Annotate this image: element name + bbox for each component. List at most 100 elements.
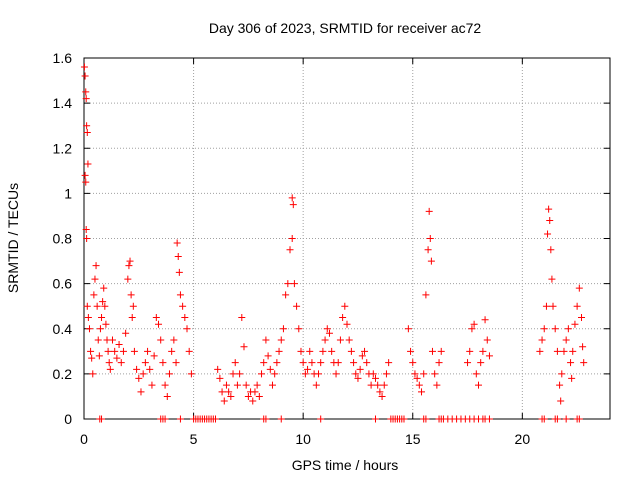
data-point [540,415,548,423]
data-point [258,370,266,378]
data-point [117,359,125,367]
data-point [477,359,485,367]
data-point [422,291,430,299]
x-tick-label: 10 [295,431,311,447]
data-point [319,347,327,355]
data-point [426,235,434,242]
data-point [367,381,375,389]
data-point [481,316,489,324]
data-point [420,370,428,378]
data-point [356,365,364,373]
data-point [428,347,436,355]
data-point [214,365,222,373]
data-point [407,347,415,355]
data-point [542,302,550,310]
data-point [128,313,136,321]
x-tick-label: 5 [190,431,198,447]
data-point [538,336,546,344]
data-point [119,347,127,355]
data-point [87,347,95,355]
data-point [130,347,138,355]
data-point [325,329,333,337]
data-point [562,415,570,423]
data-point [83,235,91,242]
data-point [557,397,565,405]
data-point [220,397,228,405]
data-point [371,415,379,423]
y-tick-label: 0.8 [53,231,73,247]
data-point [536,347,544,355]
data-point [579,343,587,351]
data-point [240,343,248,351]
data-point [323,325,331,333]
data-point [81,72,89,80]
data-point [81,171,89,179]
y-axis: 0 0.2 0.4 0.6 0.8 1 1.2 1.4 1.6 [53,50,610,427]
data-point [163,392,171,400]
data-point [317,359,325,367]
data-point [358,352,366,360]
data-point [165,370,173,378]
data-point [470,320,478,328]
data-point [553,415,561,423]
data-point [126,257,134,265]
data-point [161,381,169,389]
data-point [159,359,167,367]
data-point [415,381,423,389]
data-point [176,415,184,423]
data-point [146,365,154,373]
data-point [575,415,583,423]
data-point [553,347,561,355]
data-point [341,302,349,310]
data-point [227,392,235,400]
data-point [562,336,570,344]
x-axis: 0 5 10 15 20 [80,58,530,447]
data-point [479,347,487,355]
data-point [409,359,417,367]
data-point [88,354,96,362]
data-point [264,352,272,360]
data-point [262,336,270,344]
grid-lines [84,58,610,419]
data-point [431,370,439,378]
data-point [483,336,491,344]
data-point [485,352,493,360]
data-point [435,359,443,367]
data-point [249,397,257,405]
data-point [155,320,163,328]
data-point [266,365,274,373]
data-point [233,381,241,389]
data-point [168,347,176,355]
data-point [141,359,149,367]
data-point [544,230,552,238]
data-point [83,122,91,130]
data-point [547,246,555,254]
data-point [343,320,351,328]
data-point [545,205,553,213]
data-point [244,392,252,400]
data-point [176,291,184,299]
data-point [104,347,112,355]
data-point [468,325,476,333]
data-point [225,388,233,396]
y-tick-label: 0.4 [53,321,73,337]
data-point [255,392,263,400]
data-point [485,415,493,423]
data-point [425,207,433,215]
data-point [98,313,106,321]
data-point [332,370,340,378]
data-point [150,352,158,360]
data-point [301,370,309,378]
data-point [93,302,101,310]
data-point [411,370,419,378]
data-point [345,336,353,344]
data-point [575,284,583,292]
data-point [546,216,554,224]
y-tick-label: 0 [64,411,72,427]
data-point [105,359,113,367]
data-point [573,302,581,310]
data-point [238,313,246,321]
data-point [127,291,135,299]
data-point [279,325,287,333]
